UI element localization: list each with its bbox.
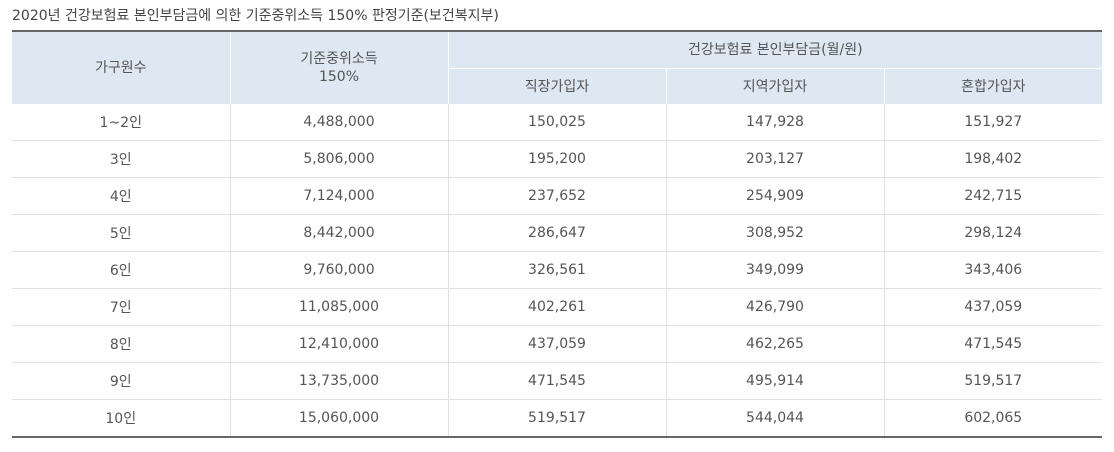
cell-mixed-premium: 298,124 [883,214,1103,252]
cell-employee-premium: 326,561 [447,251,666,289]
header-mixed: 혼합가입자 [883,68,1103,104]
table-row: 10인 15,060,000 519,517 544,044 602,065 [12,399,1103,437]
cell-household: 7인 [12,288,230,326]
cell-mixed-premium: 343,406 [883,251,1103,289]
cell-regional-premium: 203,127 [665,140,884,178]
cell-median-income: 13,735,000 [229,362,448,400]
table-row: 5인 8,442,000 286,647 308,952 298,124 [12,214,1103,252]
header-median-income: 기준중위소득 150% [229,31,448,104]
cell-median-income: 11,085,000 [229,288,448,326]
cell-regional-premium: 349,099 [665,251,884,289]
header-median-income-line2: 150% [318,69,360,85]
cell-household: 10인 [12,399,230,437]
table-row: 6인 9,760,000 326,561 349,099 343,406 [12,251,1103,289]
cell-mixed-premium: 471,545 [883,325,1103,363]
table-row: 8인 12,410,000 437,059 462,265 471,545 [12,325,1103,363]
cell-household: 1~2인 [99,115,142,131]
cell-employee-premium: 471,545 [447,362,666,400]
cell-household: 6인 [12,251,230,289]
cell-regional-premium: 254,909 [665,177,884,215]
table-row: 1~2인 4,488,000 150,025 147,928 151,927 [12,104,1103,141]
cell-median-income: 4,488,000 [229,104,448,141]
table-body: 1~2인 4,488,000 150,025 147,928 151,927 3인 5,80… [12,104,1103,437]
cell-mixed-premium: 242,715 [883,177,1103,215]
table-row: 3인 5,806,000 195,200 203,127 198,402 [12,140,1103,178]
cell-median-income: 15,060,000 [229,399,448,437]
cell-household: 4인 [12,177,230,215]
cell-regional-premium: 495,914 [665,362,884,400]
header-premium-group: 건강보험료 본인부담금(월/원) [447,31,1103,69]
cell-median-income: 5,806,000 [229,140,448,178]
header-employee: 직장가입자 [447,68,666,104]
cell-employee-premium: 437,059 [447,325,666,363]
cell-employee-premium: 402,261 [447,288,666,326]
cell-median-income: 8,442,000 [229,214,448,252]
header-median-income-line1: 기준중위소득 [300,51,378,67]
cell-employee-premium: 195,200 [447,140,666,178]
cell-household: 5인 [12,214,230,252]
cell-mixed-premium: 437,059 [883,288,1103,326]
table-row: 7인 11,085,000 402,261 426,790 437,059 [12,288,1103,326]
table-caption: 2020년 건강보험료 본인부담금에 의한 기준중위소득 150% 판정기준(보… [12,8,499,24]
premium-criteria-table: 가구원수 기준중위소득 150% 건강보험료 본인부담금(월/원) 직장가입자 … [12,30,1103,438]
cell-employee-premium: 237,652 [447,177,666,215]
cell-household: 9인 [12,362,230,400]
cell-mixed-premium: 602,065 [883,399,1103,437]
header-household: 가구원수 [12,31,230,104]
table-row: 9인 13,735,000 471,545 495,914 519,517 [12,362,1103,400]
cell-median-income: 12,410,000 [229,325,448,363]
cell-employee-premium: 150,025 [447,104,666,141]
cell-regional-premium: 544,044 [665,399,884,437]
cell-household: 3인 [12,140,230,178]
cell-mixed-premium: 151,927 [883,104,1103,141]
table-row: 4인 7,124,000 237,652 254,909 242,715 [12,177,1103,215]
cell-median-income: 9,760,000 [229,251,448,289]
cell-household: 8인 [12,325,230,363]
cell-employee-premium: 519,517 [447,399,666,437]
cell-employee-premium: 286,647 [447,214,666,252]
header-regional: 지역가입자 [665,68,884,104]
cell-regional-premium: 426,790 [665,288,884,326]
cell-mixed-premium: 519,517 [883,362,1103,400]
cell-regional-premium: 308,952 [665,214,884,252]
cell-regional-premium: 462,265 [665,325,884,363]
table-header: 가구원수 기준중위소득 150% 건강보험료 본인부담금(월/원) 직장가입자 … [12,31,1103,104]
cell-regional-premium: 147,928 [665,104,884,141]
cell-median-income: 7,124,000 [229,177,448,215]
cell-mixed-premium: 198,402 [883,140,1103,178]
